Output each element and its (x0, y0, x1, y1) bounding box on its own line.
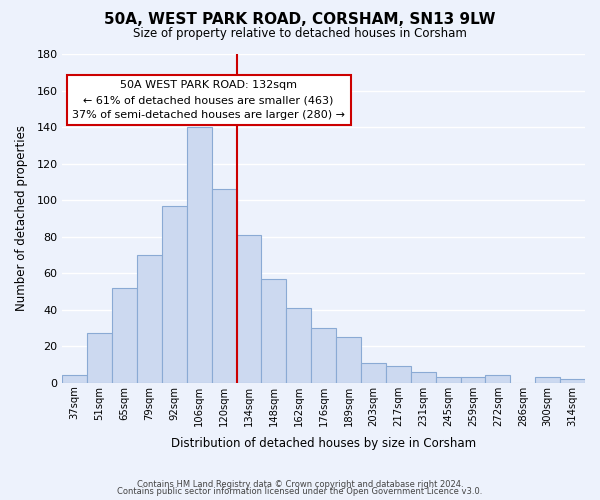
Text: Contains HM Land Registry data © Crown copyright and database right 2024.: Contains HM Land Registry data © Crown c… (137, 480, 463, 489)
Bar (137, 255, 162, 382)
Bar (286, 308, 311, 382)
Bar (87, 334, 112, 382)
Bar (162, 206, 187, 382)
Bar (386, 366, 411, 382)
Bar (560, 379, 585, 382)
Bar (311, 328, 336, 382)
Bar (212, 189, 236, 382)
Bar (262, 278, 286, 382)
Text: 50A, WEST PARK ROAD, CORSHAM, SN13 9LW: 50A, WEST PARK ROAD, CORSHAM, SN13 9LW (104, 12, 496, 28)
Bar (112, 288, 137, 382)
Bar (485, 376, 511, 382)
Text: Contains public sector information licensed under the Open Government Licence v3: Contains public sector information licen… (118, 488, 482, 496)
Bar (62, 376, 87, 382)
Y-axis label: Number of detached properties: Number of detached properties (15, 126, 28, 312)
Bar (411, 372, 436, 382)
X-axis label: Distribution of detached houses by size in Corsham: Distribution of detached houses by size … (171, 437, 476, 450)
Text: Size of property relative to detached houses in Corsham: Size of property relative to detached ho… (133, 28, 467, 40)
Bar (461, 378, 485, 382)
Text: 50A WEST PARK ROAD: 132sqm
← 61% of detached houses are smaller (463)
37% of sem: 50A WEST PARK ROAD: 132sqm ← 61% of deta… (72, 80, 345, 120)
Bar (187, 127, 212, 382)
Bar (361, 362, 386, 382)
Bar (436, 378, 461, 382)
Bar (236, 235, 262, 382)
Bar (336, 337, 361, 382)
Bar (535, 378, 560, 382)
